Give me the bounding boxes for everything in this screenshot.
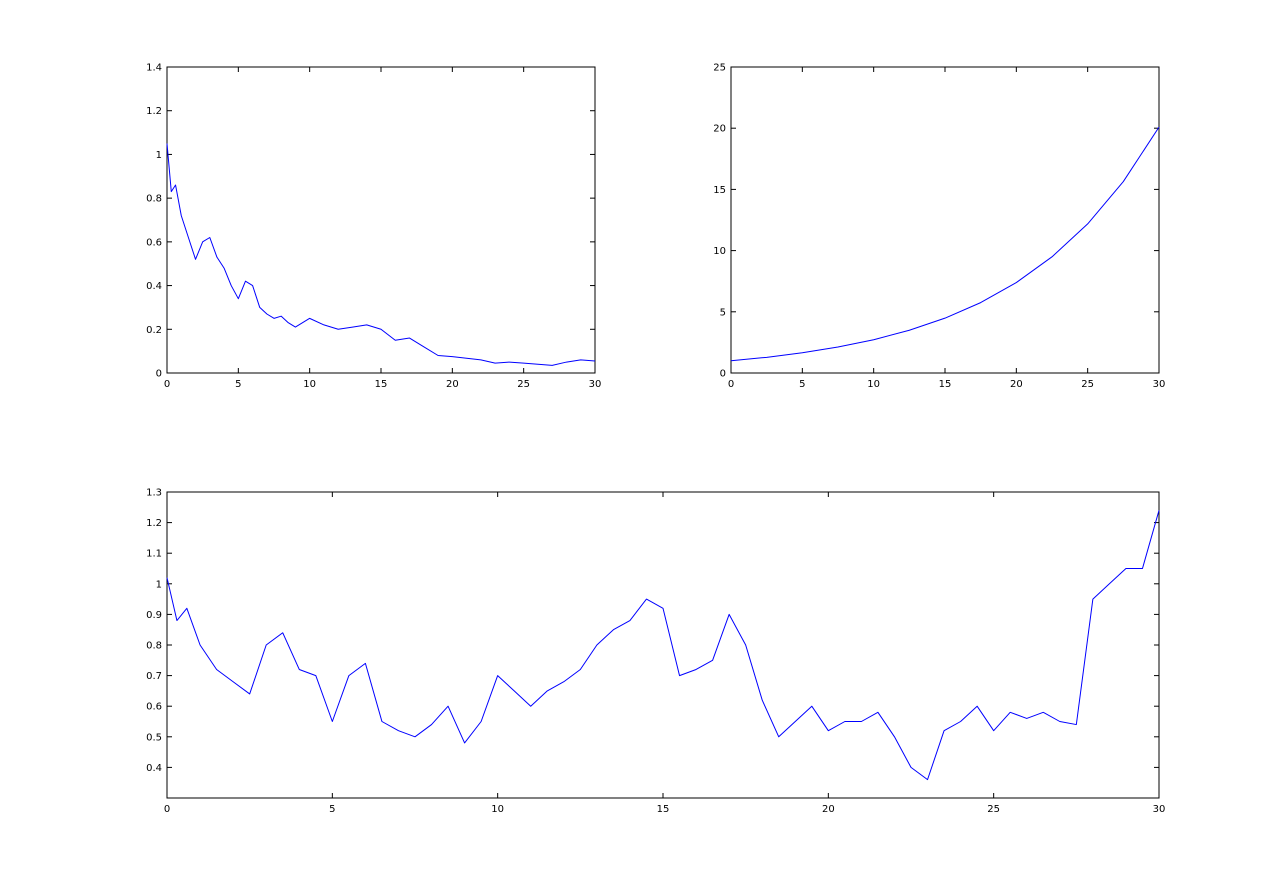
y-tick-label: 0.9	[146, 610, 162, 621]
y-tick-label: 20	[713, 124, 726, 135]
x-tick-label: 25	[987, 804, 1000, 815]
y-tick-label: 5	[720, 307, 726, 318]
y-tick-label: 0	[720, 369, 726, 380]
x-tick-label: 25	[1081, 379, 1094, 390]
y-tick-label: 0.5	[146, 732, 162, 743]
series-line	[166, 143, 596, 366]
x-tick-label: 5	[799, 379, 805, 390]
y-tick-label: 0.6	[146, 237, 162, 248]
x-tick-label: 15	[657, 804, 670, 815]
x-tick-label: 25	[517, 379, 530, 390]
x-tick-label: 20	[446, 379, 459, 390]
axes-frame	[166, 491, 1160, 799]
axes-frame	[730, 66, 1160, 374]
series-line	[166, 510, 1160, 781]
y-tick-label: 0.8	[146, 194, 162, 205]
y-tick-label: 0	[156, 369, 162, 380]
y-tick-label: 0.7	[146, 671, 162, 682]
y-tick-label: 10	[713, 246, 726, 257]
x-tick-label: 30	[589, 379, 602, 390]
x-tick-label: 20	[822, 804, 835, 815]
x-tick-label: 30	[1153, 804, 1166, 815]
x-tick-label: 15	[375, 379, 388, 390]
x-tick-label: 5	[329, 804, 335, 815]
y-tick-label: 1.4	[146, 63, 162, 74]
x-tick-label: 0	[164, 804, 170, 815]
y-tick-label: 25	[713, 63, 726, 74]
x-tick-label: 30	[1153, 379, 1166, 390]
x-tick-label: 15	[939, 379, 952, 390]
y-tick-label: 0.2	[146, 325, 162, 336]
y-tick-label: 1	[156, 150, 162, 161]
x-tick-label: 10	[491, 804, 504, 815]
y-tick-label: 0.4	[146, 281, 162, 292]
x-tick-label: 20	[1010, 379, 1023, 390]
y-tick-label: 0.8	[146, 641, 162, 652]
y-tick-label: 15	[713, 185, 726, 196]
y-tick-label: 1.3	[146, 488, 162, 499]
x-tick-label: 10	[867, 379, 880, 390]
x-tick-label: 0	[728, 379, 734, 390]
y-tick-label: 0.4	[146, 763, 162, 774]
y-tick-label: 1	[156, 579, 162, 590]
y-tick-label: 0.6	[146, 702, 162, 713]
y-tick-label: 1.2	[146, 106, 162, 117]
axes-frame	[166, 66, 596, 374]
bottom-axes: 0 5 10 15 20 25 30 0.4 0.5 0.6 0.7 0.8 0.9 1 1.1 1.2 1.3	[146, 488, 1165, 816]
y-tick-label: 1.1	[146, 549, 162, 560]
x-tick-label: 10	[303, 379, 316, 390]
x-tick-label: 0	[164, 379, 170, 390]
top-right-axes: 0 5 10 15 20 25 30 0 5 10 15 20 25	[713, 63, 1165, 391]
x-tick-label: 5	[235, 379, 241, 390]
y-tick-label: 1.2	[146, 518, 162, 529]
top-left-axes: 0 5 10 15 20 25 30 0 0.2 0.4 0.6 0.8 1 1.2 1.4	[146, 63, 601, 391]
series-line	[730, 126, 1160, 362]
